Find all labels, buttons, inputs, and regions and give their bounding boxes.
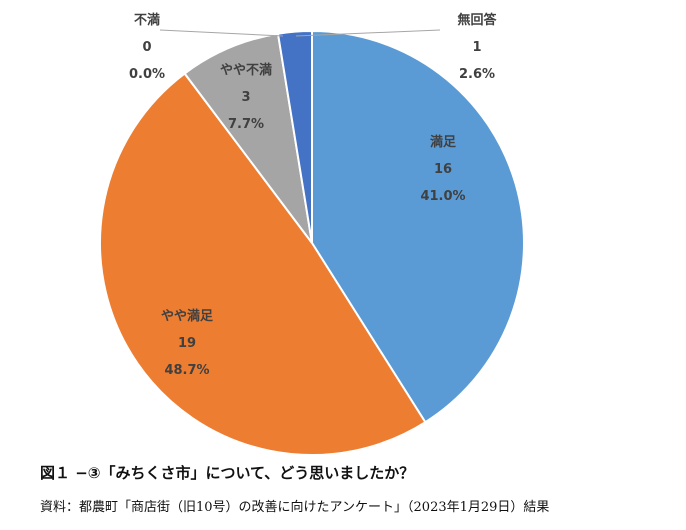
- slice-label-percent-mukaito: 2.6%: [459, 67, 495, 82]
- slice-labels: 満足 16 41.0% やや満足 19 48.7% やや不満 3 7.7% 不満 0 0.0% 無回答 1…: [129, 12, 498, 378]
- slice-label-name-yaya_fuman: やや不満: [220, 62, 272, 78]
- figure-source: 資料：都農町「商店街（旧10号）の改善に向けたアンケート」（2023年1月29日…: [40, 500, 550, 515]
- pie-slice-manzoku: [311, 29, 525, 424]
- slice-label-name-fuman: 不満: [134, 12, 160, 28]
- pie-slice-yaya_fuman: [183, 32, 313, 244]
- leader-lines: [159, 29, 441, 37]
- slice-label-value-fuman: 0: [142, 40, 151, 55]
- slice-label-value-mukaito: 1: [472, 40, 481, 55]
- slice-label-name-yaya_manzoku: やや満足: [161, 308, 214, 324]
- slice-label-value-yaya_manzoku: 19: [178, 336, 196, 351]
- pie-slices: [99, 29, 525, 456]
- pie-slice-mukaito: [276, 29, 313, 244]
- slice-label-value-yaya_fuman: 3: [241, 90, 250, 105]
- slice-label-percent-fuman: 0.0%: [129, 67, 165, 82]
- figure-caption: 図１ −③「みちくさ市」について、どう思いましたか？: [40, 464, 415, 482]
- slice-label-percent-yaya_fuman: 7.7%: [228, 117, 264, 132]
- slice-label-value-manzoku: 16: [434, 162, 452, 177]
- leader-line-fuman: [159, 29, 284, 37]
- pie-slice-yaya_manzoku: [99, 72, 427, 456]
- slice-label-percent-yaya_manzoku: 48.7%: [164, 363, 209, 378]
- pie-chart: 満足 16 41.0% やや満足 19 48.7% やや不満 3 7.7% 不満 0 0.0% 無回答 1…: [99, 12, 525, 456]
- slice-label-percent-manzoku: 41.0%: [420, 189, 465, 204]
- slice-label-name-manzoku: 満足: [430, 134, 457, 150]
- leader-line-mukaito: [295, 29, 441, 37]
- slice-label-name-mukaito: 無回答: [457, 12, 497, 28]
